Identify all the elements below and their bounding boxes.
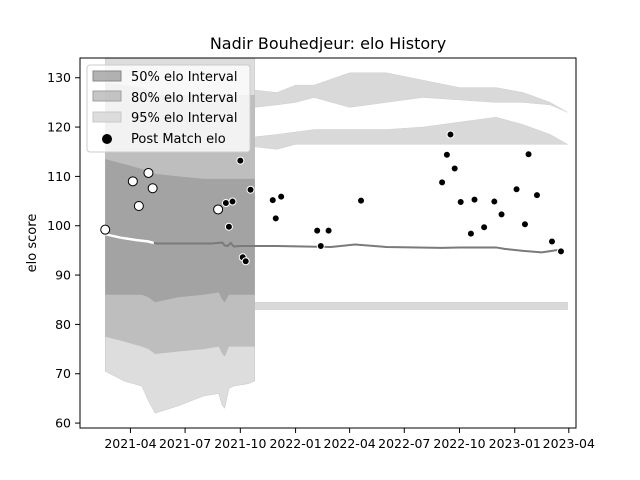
post-match-point (446, 130, 455, 139)
legend-swatch-50 (92, 70, 122, 82)
y-tick-label: 130 (47, 70, 71, 85)
interval-50-band (105, 159, 255, 303)
post-match-point (236, 156, 245, 165)
interval-middle-strip (254, 116, 569, 150)
post-match-point (442, 150, 451, 159)
x-tick-label: 2021-07 (159, 436, 211, 451)
y-tick-label: 100 (47, 218, 71, 233)
post-match-point (470, 195, 479, 204)
early-elo-line (104, 232, 155, 245)
mean-elo-line (104, 232, 559, 254)
y-tick-label: 90 (55, 268, 71, 283)
post-match-point (357, 196, 366, 205)
y-axis-label: elo score (25, 214, 40, 273)
post-match-point (438, 178, 447, 187)
x-tick-label: 2023-04 (543, 436, 595, 451)
post-match-point (313, 226, 322, 235)
post-match-points (100, 130, 565, 266)
y-tick-label: 120 (47, 120, 71, 135)
legend-label-post-match: Post Match elo (131, 132, 226, 147)
y-tick-label: 60 (55, 416, 71, 431)
plot-frame (79, 57, 577, 429)
post-match-point (143, 167, 154, 178)
post-match-point (213, 204, 224, 215)
post-match-point (532, 191, 541, 200)
x-tick-label: 2021-04 (104, 436, 156, 451)
x-tick-label: 2022-01 (269, 436, 321, 451)
post-match-point (547, 237, 556, 246)
post-match-point (133, 201, 144, 211)
post-match-point (127, 176, 138, 187)
post-match-point (450, 164, 459, 173)
chart-title: Nadir Bouhedjeur: elo History (210, 34, 446, 53)
legend-label-95: 95% elo Interval (131, 111, 238, 126)
legend: 50% elo Interval 80% elo Interval 95% el… (86, 64, 251, 153)
y-tick-label: 110 (47, 169, 71, 184)
post-match-point (324, 226, 333, 235)
legend-label-80: 80% elo Interval (131, 91, 238, 106)
post-match-point (520, 220, 529, 229)
post-match-point (524, 150, 533, 159)
x-tick-label: 2021-10 (214, 436, 266, 451)
post-match-point (512, 185, 521, 194)
post-match-point (246, 185, 255, 194)
post-match-point (556, 247, 565, 256)
post-match-point (268, 196, 277, 205)
x-tick-label: 2022-10 (433, 436, 485, 451)
y-axis-ticks: 60 70 80 90 100 110 120 130 (47, 70, 80, 431)
post-match-point (490, 197, 499, 206)
post-match-point (228, 197, 237, 206)
post-match-point (241, 257, 250, 266)
interval-lower-strip (254, 301, 568, 310)
x-tick-label: 2022-04 (324, 436, 376, 451)
legend-swatch-95 (92, 111, 122, 123)
post-match-point (316, 241, 325, 250)
post-match-point (466, 229, 475, 238)
legend-swatch-80 (92, 90, 122, 102)
x-tick-label: 2022-07 (378, 436, 430, 451)
legend-frame (86, 64, 251, 153)
post-match-point (147, 183, 158, 194)
elo-lines (104, 232, 559, 254)
interval-gap-bands (254, 72, 569, 310)
post-match-point (271, 214, 280, 223)
y-tick-label: 70 (55, 366, 71, 381)
post-match-point (277, 192, 286, 201)
y-tick-label: 80 (55, 317, 71, 332)
legend-label-50: 50% elo Interval (131, 70, 238, 85)
post-match-point (480, 223, 489, 232)
post-match-point (224, 222, 233, 231)
legend-marker-post-match (102, 134, 112, 144)
x-axis-ticks: 2021-04 2021-07 2021-10 2022-01 2022-04 2022-… (104, 428, 595, 451)
post-match-point (100, 224, 111, 235)
interval-upper-strip (254, 72, 568, 113)
post-match-point (456, 198, 465, 207)
x-tick-label: 2023-01 (489, 436, 541, 451)
post-match-point (497, 210, 506, 219)
post-match-point (221, 199, 230, 208)
